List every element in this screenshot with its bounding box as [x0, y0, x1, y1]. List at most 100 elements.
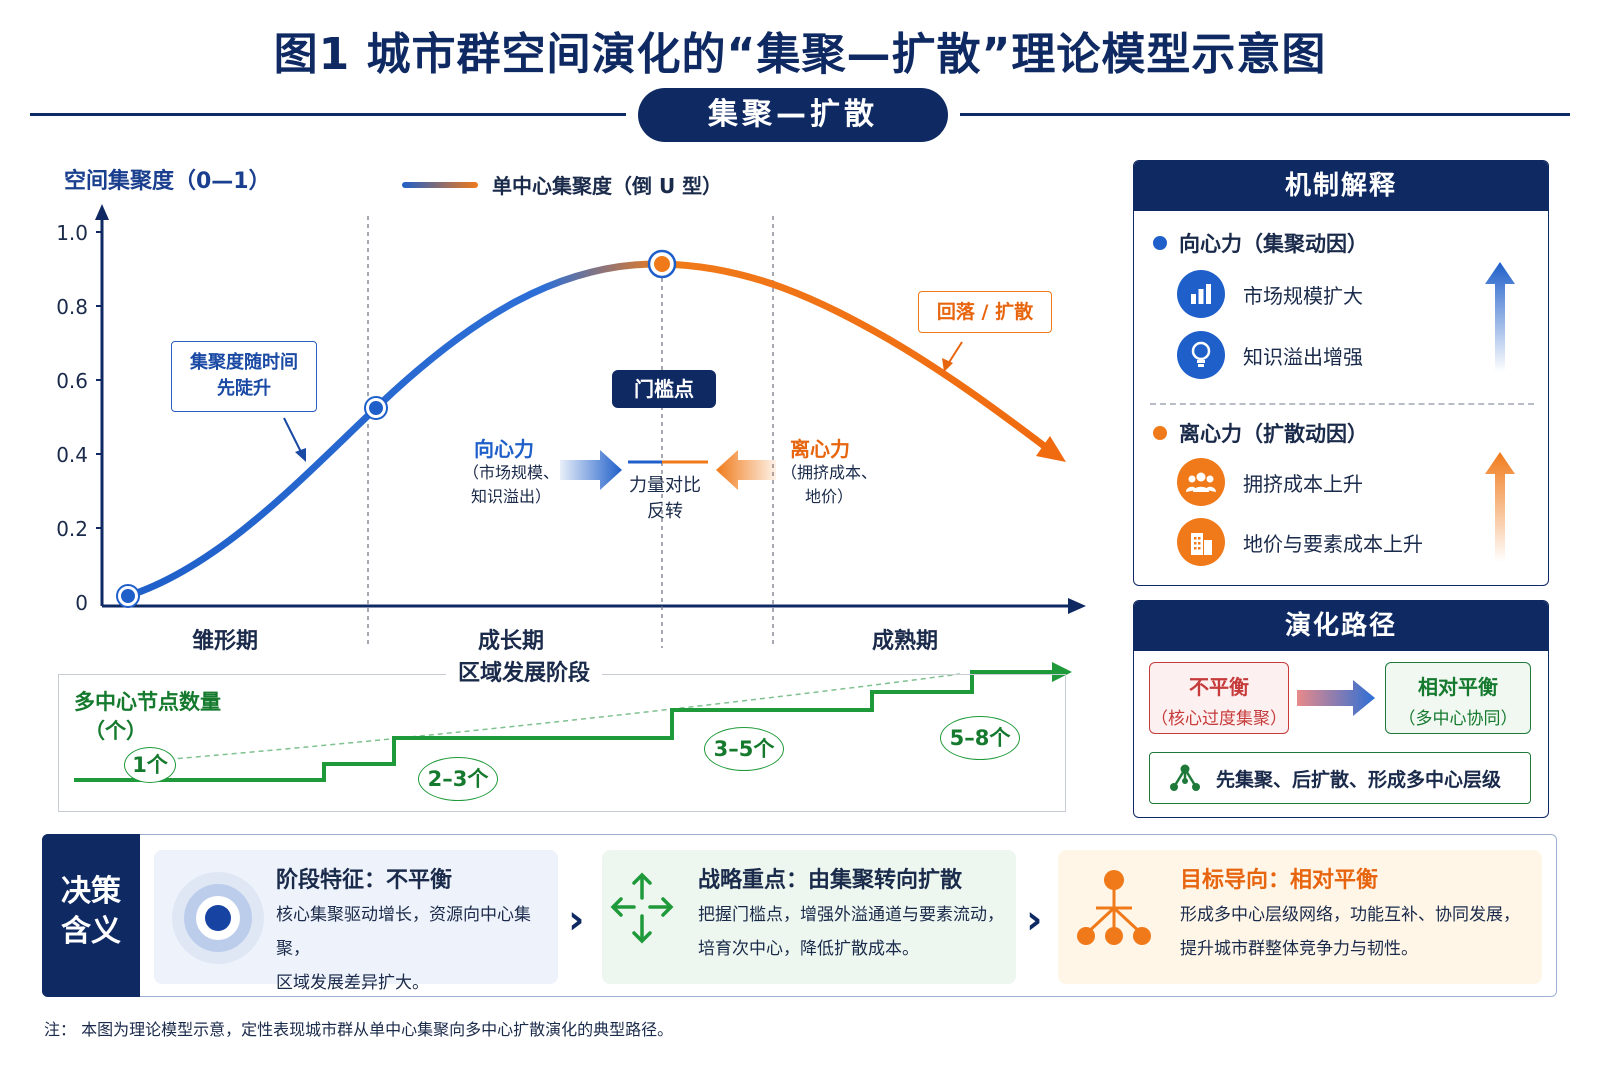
- card-title: 战略重点：由集聚转向扩散: [698, 868, 963, 893]
- network-icon: [1077, 870, 1151, 945]
- mechanism-item: 地价与要素成本上升: [1177, 518, 1423, 566]
- reversal-label: 力量对比 反转: [620, 473, 710, 525]
- y-axis-label: 空间集聚度（0—1）: [64, 169, 271, 194]
- mechanism-item-label: 市场规模扩大: [1243, 283, 1363, 308]
- callout-rise-line: 先陡升: [217, 378, 271, 399]
- x-axis-arrow: [1068, 598, 1086, 614]
- centripetal-arrow: [560, 450, 622, 490]
- legend-swatch: [402, 181, 478, 188]
- mechanism-item: 市场规模扩大: [1177, 270, 1363, 318]
- x-axis-label: 区域发展阶段: [446, 655, 603, 687]
- inverted-u-curve: [124, 260, 1056, 600]
- mechanism-item: 知识溢出增强: [1177, 331, 1363, 379]
- network-nodes-icon: [1170, 764, 1200, 791]
- blue-dot-icon: [1153, 236, 1167, 250]
- card-title: 阶段特征：不平衡: [276, 868, 453, 893]
- decision-card-goal: 目标导向：相对平衡 形成多中心层级网络，功能互补、协同发展， 提升城市群整体竞争…: [1058, 850, 1542, 984]
- card-text-line: 核心集聚驱动增长，资源向中心集聚，: [276, 905, 531, 959]
- node-step-label: 3–5个: [704, 727, 784, 771]
- card-title: 目标导向：相对平衡: [1180, 868, 1379, 893]
- page-title: 图1 城市群空间演化的“集聚—扩散”理论模型示意图: [273, 29, 1327, 80]
- centrifugal-sub-line: 地价）: [804, 487, 853, 506]
- node-step-label: 2–3个: [418, 757, 498, 801]
- node-count-unit: （个）: [84, 719, 147, 743]
- reversal-line: 反转: [647, 501, 683, 522]
- section-pill: 集聚—扩散: [638, 88, 948, 142]
- node-count-title: 多中心节点数量: [74, 690, 221, 714]
- card-text-line: 培育次中心，降低扩散成本。: [698, 939, 919, 959]
- path-to-sub: （多中心协同）: [1398, 709, 1518, 729]
- card-text: 把握门槛点，增强外溢通道与要素流动， 培育次中心，降低扩散成本。: [698, 898, 1004, 966]
- card-text: 核心集聚驱动增长，资源向中心集聚， 区域发展差异扩大。: [276, 898, 558, 1000]
- mechanism-item: 拥挤成本上升: [1177, 458, 1363, 506]
- decision-label-line: 含义: [61, 914, 121, 949]
- node-step-label: 5–8个: [940, 716, 1020, 760]
- mechanism-item-label: 知识溢出增强: [1243, 344, 1363, 369]
- decision-label: 决策 含义: [42, 834, 140, 997]
- y-tick: 0.2: [56, 517, 88, 541]
- decision-card-strategy: 战略重点：由集聚转向扩散 把握门槛点，增强外溢通道与要素流动， 培育次中心，降低…: [602, 850, 1016, 984]
- card-text: 形成多中心层级网络，功能互补、协同发展， 提升城市群整体竞争力与韧性。: [1180, 898, 1520, 966]
- decision-card-stage: 阶段特征：不平衡 核心集聚驱动增长，资源向中心集聚， 区域发展差异扩大。: [154, 850, 558, 993]
- node-step-line: [74, 670, 1054, 782]
- centripetal-heading: 向心力（集聚动因）: [1153, 228, 1368, 258]
- mechanism-item-label: 地价与要素成本上升: [1243, 531, 1423, 556]
- reversal-line: 力量对比: [629, 475, 701, 496]
- centripetal-sub-line: （市场规模、: [462, 463, 559, 482]
- path-from-main: 不平衡: [1189, 675, 1249, 699]
- stage-label-growth: 成长期: [478, 629, 545, 654]
- mechanism-title: 机制解释: [1134, 161, 1548, 211]
- centrifugal-title: 离心力: [790, 437, 850, 461]
- path-to-box: 相对平衡 （多中心协同）: [1385, 662, 1531, 734]
- title-rule-left: [30, 113, 626, 116]
- centrifugal-sub-line: （拥挤成本、: [780, 463, 877, 482]
- card-text-line: 把握门槛点，增强外溢通道与要素流动，: [698, 905, 1004, 925]
- centripetal-heading-text: 向心力（集聚动因）: [1179, 232, 1368, 256]
- callout-rise: 集聚度随时间 先陡升: [171, 341, 317, 412]
- title-rule-right: [960, 113, 1570, 116]
- y-tick: 0.4: [56, 443, 88, 467]
- mechanism-item-label: 拥挤成本上升: [1243, 471, 1363, 496]
- path-to-main: 相对平衡: [1418, 675, 1498, 699]
- card-text-line: 提升城市群整体竞争力与韧性。: [1180, 939, 1418, 959]
- centrifugal-sub: （拥挤成本、 地价）: [774, 461, 884, 509]
- y-tick: 0: [75, 591, 88, 615]
- building-icon: [1177, 518, 1225, 566]
- centripetal-title: 向心力: [474, 437, 534, 461]
- stage-label-embryo: 雏形期: [192, 629, 259, 654]
- lightbulb-icon: [1177, 331, 1225, 379]
- centripetal-up-arrow: [1485, 262, 1515, 372]
- chevron-right-icon: ›: [1026, 897, 1043, 943]
- footnote: 注： 本图为理论模型示意，定性表现城市群从单中心集聚向多中心扩散演化的典型路径。: [44, 1020, 674, 1039]
- centrifugal-heading: 离心力（扩散动因）: [1153, 418, 1368, 448]
- centripetal-sub: （市场规模、 知识溢出）: [456, 461, 566, 509]
- crowd-icon: [1177, 458, 1225, 506]
- spread-arrows-icon: [610, 872, 674, 944]
- node-step-arrowhead: [1052, 662, 1072, 682]
- path-from-sub: （核心过度集聚）: [1151, 709, 1287, 729]
- card-text-line: 区域发展差异扩大。: [276, 973, 429, 993]
- callout-arrow-fall: [947, 341, 963, 365]
- y-tick: 0.8: [56, 295, 88, 319]
- centrifugal-heading-text: 离心力（扩散动因）: [1179, 422, 1368, 446]
- curve-arrowhead: [1036, 436, 1066, 462]
- chevron-right-icon: ›: [568, 897, 585, 943]
- path-summary: 先集聚、后扩散、形成多中心层级: [1149, 752, 1531, 804]
- evolution-title: 演化路径: [1134, 601, 1548, 651]
- centrifugal-arrow: [716, 450, 776, 490]
- callout-rise-line: 集聚度随时间: [190, 352, 298, 373]
- callout-arrow-rise: [283, 417, 303, 455]
- centrifugal-up-arrow: [1485, 452, 1515, 562]
- centripetal-sub-line: 知识溢出）: [470, 487, 551, 506]
- node-step-label: 1个: [124, 747, 176, 783]
- stage-label-mature: 成熟期: [872, 629, 939, 654]
- y-tick: 1.0: [56, 221, 88, 245]
- callout-fall: 回落 / 扩散: [918, 291, 1052, 333]
- card-text-line: 形成多中心层级网络，功能互补、协同发展，: [1180, 905, 1520, 925]
- target-icon: [172, 872, 264, 964]
- chart-legend: 单中心集聚度（倒 U 型）: [402, 170, 722, 199]
- path-from-box: 不平衡 （核心过度集聚）: [1149, 662, 1289, 734]
- decision-label-line: 决策: [61, 874, 121, 909]
- path-arrow: [1297, 680, 1375, 716]
- threshold-label: 门槛点: [612, 370, 716, 408]
